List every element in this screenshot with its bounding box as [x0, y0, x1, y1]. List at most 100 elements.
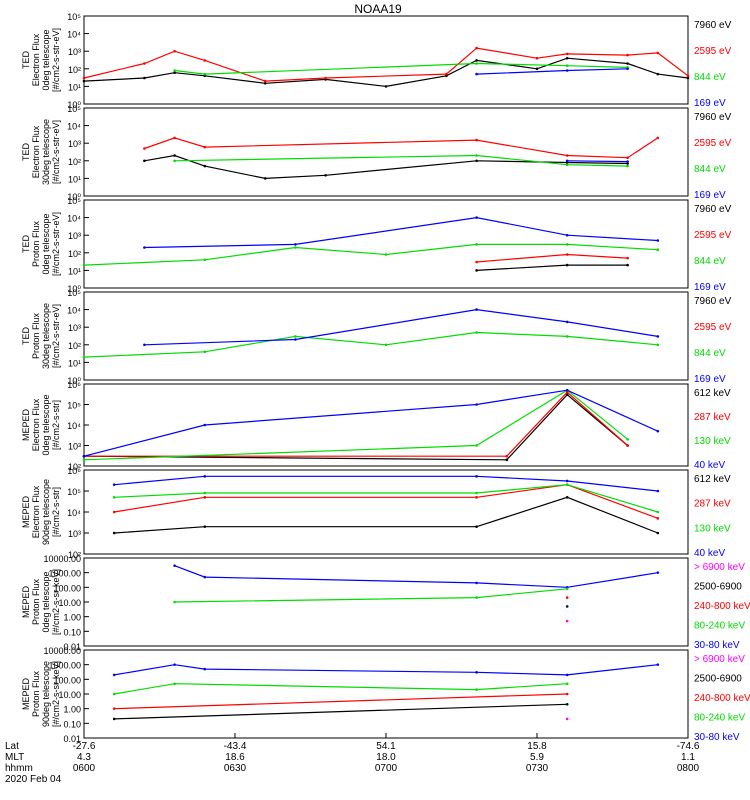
data-point: [143, 159, 146, 163]
y-axis-label: MEPED: [21, 409, 31, 442]
legend-entry: 30-80 keV: [694, 732, 740, 743]
data-point: [565, 233, 569, 237]
data-point: [656, 239, 660, 242]
data-point: [656, 531, 660, 535]
legend-entry: 287 keV: [694, 499, 731, 510]
date-label: 2020 Feb 04: [5, 774, 62, 785]
y-tick-label: 10000.00: [43, 554, 81, 564]
panel-frame: [83, 107, 689, 197]
data-point: [626, 156, 629, 160]
y-tick-label: 10³: [68, 442, 81, 452]
data-point: [82, 458, 86, 462]
x-tick-mlt: 1.1: [681, 752, 695, 763]
x-tick-time: 0600: [73, 763, 96, 774]
data-point: [173, 71, 176, 75]
x-tick-mlt: 5.9: [530, 752, 544, 763]
y-axis-label: [#/cm2-s-str-eV]: [51, 120, 61, 184]
y-axis-label: Electron Flux: [31, 398, 41, 451]
y-axis-label: TED: [21, 50, 31, 69]
data-point: [82, 263, 86, 267]
data-point: [475, 216, 478, 219]
panel-6: 10² 10³ 10⁴ 10⁵ 10⁶ MEPED Electron Flux 90deg t…: [21, 466, 731, 560]
data-point: [565, 69, 569, 72]
data-point: [626, 67, 629, 71]
data-point: [565, 56, 569, 60]
data-point: [565, 163, 569, 167]
legend-entry: > 6900 keV: [694, 654, 745, 665]
data-point: [626, 256, 629, 260]
x-tick-time: 0730: [526, 763, 549, 774]
series-red: [83, 47, 689, 82]
y-tick-label: 10¹: [68, 266, 81, 276]
legend-entry: 7960 eV: [694, 20, 732, 31]
data-point: [565, 253, 569, 256]
legend-entry: 287 keV: [694, 412, 731, 423]
data-point: [263, 79, 267, 83]
series-green: [114, 683, 568, 695]
y-tick-label: 10³: [68, 47, 81, 57]
data-point: [173, 600, 176, 604]
data-point: [112, 673, 116, 677]
legend-entry: 80-240 keV: [694, 621, 745, 632]
y-tick-label: 0.10: [63, 627, 81, 637]
data-point: [565, 673, 569, 677]
y-tick-label: 10⁵: [67, 487, 81, 497]
data-point: [656, 343, 660, 347]
data-point: [475, 159, 478, 163]
data-point: [565, 64, 569, 68]
y-tick-label: 10⁴: [67, 421, 81, 431]
data-point: [475, 525, 478, 528]
data-point: [565, 605, 569, 608]
y-tick-label: 10.00: [58, 598, 81, 608]
data-point: [475, 671, 478, 674]
data-point: [686, 76, 690, 80]
data-point: [203, 475, 207, 478]
y-axis-label: 0deg telescope: [41, 29, 51, 90]
legend-entry: 80-240 keV: [694, 713, 745, 724]
y-tick-label: 10²: [68, 341, 81, 351]
data-point: [535, 56, 539, 60]
data-point: [475, 46, 478, 50]
data-point: [565, 587, 569, 591]
series-blue: [114, 664, 658, 676]
data-point: [475, 138, 478, 142]
data-point: [384, 343, 388, 347]
panel-frame: [83, 15, 689, 105]
data-point: [535, 67, 539, 71]
data-point: [112, 717, 116, 721]
data-point: [203, 72, 207, 76]
data-point: [384, 85, 388, 88]
y-axis-label: Proton Flux: [31, 578, 41, 625]
legend-entry: 7960 eV: [694, 204, 732, 215]
data-point: [475, 269, 478, 272]
y-tick-label: 10²: [68, 462, 81, 472]
data-point: [475, 331, 478, 334]
series-green: [174, 62, 628, 75]
legend-entry: 169 eV: [694, 190, 726, 201]
data-point: [626, 62, 629, 65]
data-point: [475, 581, 478, 585]
data-point: [626, 164, 629, 168]
series-black: [144, 154, 628, 180]
data-point: [82, 79, 86, 83]
data-point: [565, 154, 569, 157]
data-point: [656, 51, 660, 55]
panel-7: 0.01 0.10 1.00 10.00 100.00 1000.00 10000.00 ME…: [21, 554, 750, 652]
data-point: [294, 246, 297, 249]
panels: 10⁰ 10¹ 10² 10³ 10⁴ 10⁵ TED Electron Flux 0deg t…: [21, 12, 750, 744]
y-tick-label: 10¹: [68, 82, 81, 92]
data-point: [173, 663, 176, 666]
y-tick-label: 10¹: [68, 174, 81, 184]
panel-5: 10² 10³ 10⁴ 10⁵ 10⁶ MEPED Electron Flux 0deg te…: [21, 380, 731, 472]
y-tick-label: 10⁴: [67, 214, 81, 224]
data-point: [565, 596, 569, 599]
x-tick-lat: 54.1: [376, 741, 396, 752]
y-tick-label: 10⁰: [67, 192, 81, 202]
data-point: [475, 59, 478, 62]
panel-8: 0.01 0.10 1.00 10.00 100.00 1000.00 10000.00 ME…: [21, 646, 750, 744]
data-point: [173, 159, 176, 163]
data-point: [143, 147, 146, 150]
data-point: [445, 72, 448, 76]
panel-1: 10⁰ 10¹ 10² 10³ 10⁴ 10⁵ TED Electron Flux 0deg t…: [21, 12, 732, 110]
legend-entry: 7960 eV: [694, 296, 732, 307]
